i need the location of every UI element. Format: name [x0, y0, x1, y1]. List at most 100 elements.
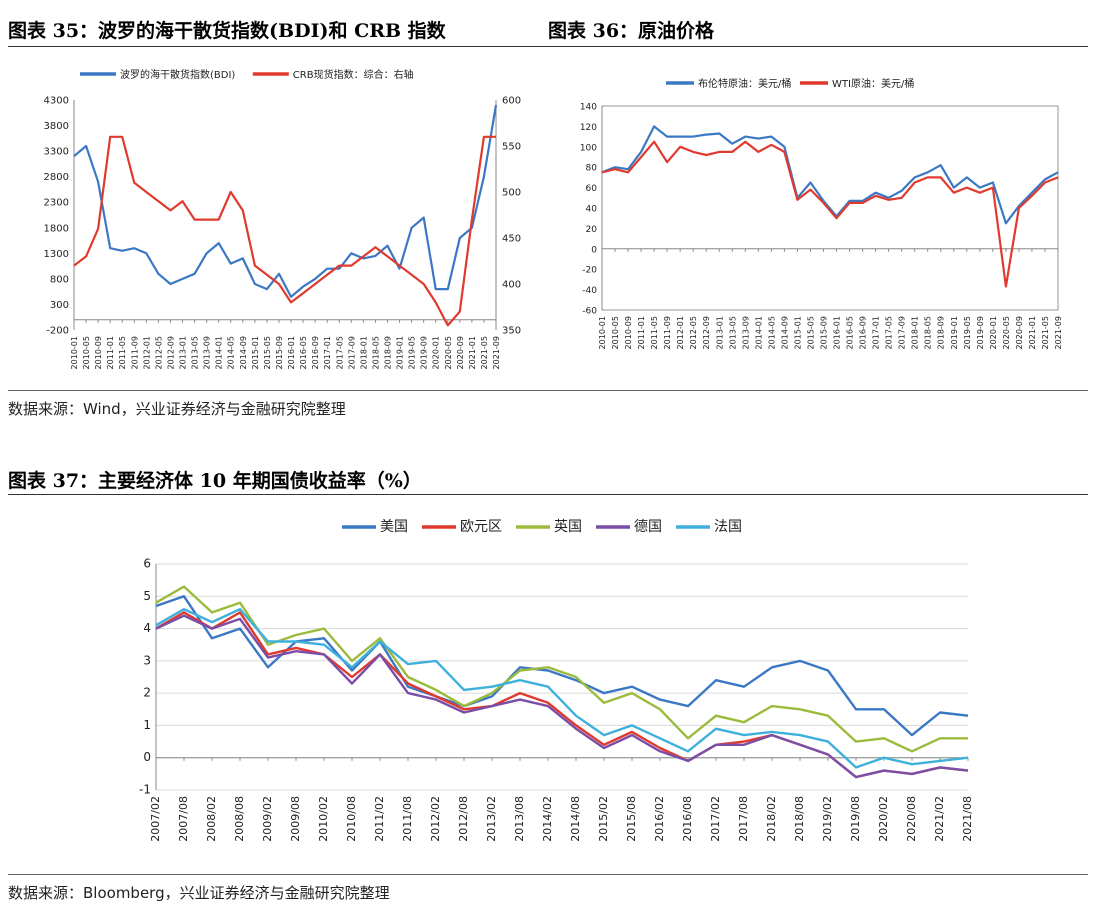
series-line-2	[73, 135, 496, 327]
x-tick-label: 2021-05	[480, 336, 489, 369]
x-tick-label: 2014-05	[227, 336, 236, 369]
y-tick-label: 1300	[44, 249, 69, 260]
x-tick-label: 2021-09	[1054, 316, 1063, 349]
x-tick-label: 2021/02	[933, 796, 946, 842]
x-tick-label: 2020-05	[1002, 316, 1011, 349]
y-tick-label: 2	[143, 686, 151, 700]
x-tick-label: 2010-05	[82, 336, 91, 369]
y-tick-label: -60	[582, 307, 597, 317]
x-tick-label: 2011-09	[663, 316, 672, 349]
x-tick-label: 2015-01	[793, 316, 802, 349]
x-tick-label: 2015-05	[806, 316, 815, 349]
x-tick-label: 2014-09	[239, 336, 248, 369]
x-tick-label: 2010/08	[345, 796, 358, 842]
x-tick-label: 2018/02	[765, 796, 778, 842]
y-tick-label: 3	[143, 653, 151, 667]
y-tick-label: 300	[50, 300, 69, 311]
bottom-source-note: 数据来源：Bloomberg，兴业证券经济与金融研究院整理	[8, 884, 390, 902]
x-tick-label: 2011-01	[637, 316, 646, 349]
x-tick-label: 2011-05	[118, 336, 127, 369]
x-tick-label: 2012-05	[689, 316, 698, 349]
legend-label-5: 法国	[714, 519, 742, 535]
x-tick-label: 2010/02	[317, 796, 330, 842]
x-tick-label: 2017-01	[872, 316, 881, 349]
x-tick-label: 2017-09	[898, 316, 907, 349]
x-tick-label: 2021-05	[1041, 316, 1050, 349]
x-tick-label: 2013/02	[485, 796, 498, 842]
x-tick-label: 2020-01	[432, 336, 441, 369]
legend-label-2: CRB现货指数：综合：右轴	[293, 68, 414, 81]
x-tick-label: 2015-09	[275, 336, 284, 369]
x-tick-label: 2018-05	[371, 336, 380, 369]
x-tick-label: 2016-09	[311, 336, 320, 369]
x-tick-label: 2020/08	[905, 796, 918, 842]
x-tick-label: 2017-09	[347, 336, 356, 369]
x-tick-label: 2017-01	[323, 336, 332, 369]
x-tick-label: 2016/02	[653, 796, 666, 842]
x-tick-label: 2014/08	[569, 796, 582, 842]
x-tick-label: 2019-01	[396, 336, 405, 369]
x-tick-label: 2020-09	[456, 336, 465, 369]
x-tick-label: 2012-01	[676, 316, 685, 349]
y-tick-label: 0	[591, 245, 597, 255]
y-tick-label: 3300	[44, 147, 69, 158]
series-line-1	[155, 595, 969, 737]
y-tick-label: 800	[50, 274, 69, 285]
x-tick-label: 2011/08	[401, 796, 414, 842]
x-tick-label: 2007/08	[177, 796, 190, 842]
series-line-1	[73, 104, 498, 298]
x-tick-label: 2021-01	[468, 336, 477, 369]
y-tick-label: -20	[582, 266, 597, 276]
top-source-note: 数据来源：Wind，兴业证券经济与金融研究院整理	[8, 400, 346, 418]
x-tick-label: 2013-05	[728, 316, 737, 349]
x-tick-label: 2013-05	[191, 336, 200, 369]
x-tick-label: 2012/02	[429, 796, 442, 842]
bottom-source-rule	[8, 874, 1088, 875]
y-right-tick-label: 450	[502, 234, 521, 245]
y-tick-label: 140	[580, 103, 597, 113]
x-tick-label: 2019-09	[420, 336, 429, 369]
x-tick-label: 2015-01	[251, 336, 260, 369]
x-tick-label: 2018-01	[911, 316, 920, 349]
x-tick-label: 2014-01	[754, 316, 763, 349]
x-tick-label: 2015-09	[819, 316, 828, 349]
x-tick-label: 2014/02	[541, 796, 554, 842]
top-title-rule	[8, 46, 1088, 47]
y-tick-label: -200	[46, 326, 69, 337]
x-tick-label: 2009/08	[289, 796, 302, 842]
y-tick-label: 0	[143, 750, 151, 764]
legend-label-2: 欧元区	[460, 519, 502, 535]
x-tick-label: 2011-01	[106, 336, 115, 369]
y-right-tick-label: 400	[502, 280, 521, 291]
chart36-title: 图表 36：原油价格	[548, 20, 715, 42]
x-tick-label: 2016-05	[299, 336, 308, 369]
x-tick-label: 2008/08	[233, 796, 246, 842]
series-line-4	[155, 614, 969, 779]
x-tick-label: 2017/02	[709, 796, 722, 842]
y-tick-label: 60	[586, 184, 598, 194]
x-tick-label: 2013-09	[203, 336, 212, 369]
x-tick-label: 2008/02	[205, 796, 218, 842]
x-tick-label: 2016-01	[833, 316, 842, 349]
x-tick-label: 2018-09	[937, 316, 946, 349]
x-tick-label: 2012-09	[702, 316, 711, 349]
series-line-2	[601, 140, 1059, 288]
x-tick-label: 2010-01	[70, 336, 79, 369]
x-tick-label: 2019-05	[408, 336, 417, 369]
x-tick-label: 2020-05	[444, 336, 453, 369]
x-tick-label: 2020/02	[877, 796, 890, 842]
y-tick-label: 120	[580, 123, 597, 133]
x-tick-label: 2013-09	[741, 316, 750, 349]
x-tick-label: 2017/08	[737, 796, 750, 842]
legend-label-4: 德国	[634, 519, 662, 535]
x-tick-label: 2020-01	[989, 316, 998, 349]
x-tick-label: 2019-09	[976, 316, 985, 349]
x-tick-label: 2016-05	[846, 316, 855, 349]
chart35-bdi-crb: -200 300 800 1300 1800 2300 2800 3300 3800 4300 35…	[44, 68, 522, 369]
legend-label-1: 布伦特原油：美元/桶	[698, 77, 791, 90]
y-right-tick-label: 600	[502, 96, 521, 107]
x-tick-label: 2016-01	[287, 336, 296, 369]
x-tick-label: 2012/08	[457, 796, 470, 842]
top-source-rule	[8, 390, 1088, 391]
legend-label-2: WTI原油：美元/桶	[832, 77, 914, 90]
